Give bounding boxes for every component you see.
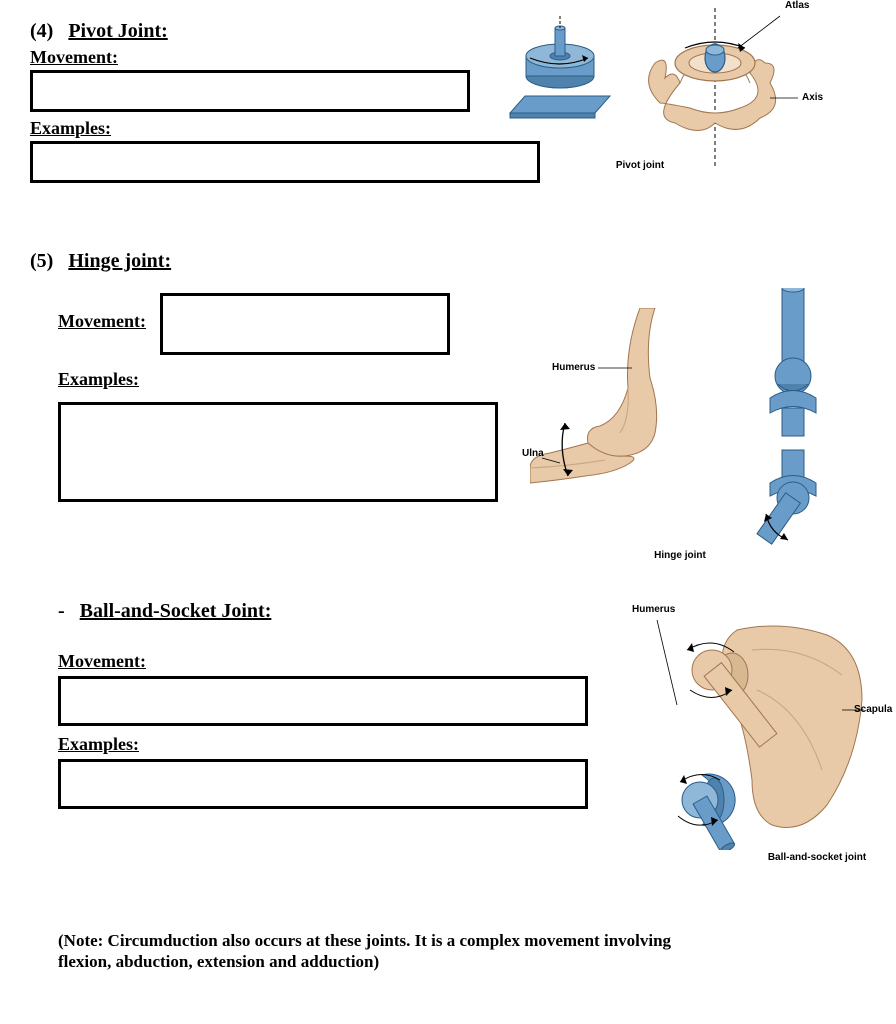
note-text: (Note: Circumduction also occurs at thes… [58,930,698,973]
number-pivot: (4) [30,20,53,42]
pivot-bone-icon [620,8,810,168]
hinge-mech-icon [740,288,840,548]
ball-mech-icon [642,750,752,850]
figure-pivot: Atlas Axis Pivot joint [500,8,860,193]
caption-pivot: Pivot joint [590,160,690,171]
movement-box-ball[interactable] [58,676,588,726]
title-pivot: Pivot Joint: [68,20,167,42]
anno-scapula: Scapula [854,704,892,715]
figure-ball: Humerus Scapula Ball-and-socket joint [602,590,896,890]
examples-box-ball[interactable] [58,759,588,809]
number-hinge: (5) [30,250,53,272]
figure-hinge: Humerus Ulna Hinge joint [530,288,860,573]
caption-hinge: Hinge joint [635,550,725,561]
hinge-bone-icon [530,308,720,528]
title-hinge: Hinge joint: [68,250,171,272]
examples-box-hinge[interactable] [58,402,498,502]
examples-box-pivot[interactable] [30,141,540,183]
movement-label-hinge: Movement: [58,311,146,332]
section-ball: - Ball-and-Socket Joint: Movement: Examp… [30,600,866,900]
caption-ball: Ball-and-socket joint [747,852,887,863]
anno-atlas: Atlas [785,0,809,11]
pivot-mech-icon [500,8,620,128]
prefix-ball: - [58,600,65,622]
section-hinge: (5) Hinge joint: Movement: Examples: Hum… [30,250,866,570]
anno-ulna: Ulna [522,448,544,459]
title-ball: Ball-and-Socket Joint: [80,600,272,622]
anno-humerus-hinge: Humerus [552,362,595,373]
movement-box-hinge[interactable] [160,293,450,355]
anno-axis: Axis [802,92,823,103]
heading-hinge: (5) Hinge joint: [30,250,866,273]
section-pivot: (4) Pivot Joint: Movement: Examples: [30,20,866,220]
anno-humerus-ball: Humerus [632,604,675,615]
movement-box-pivot[interactable] [30,70,470,112]
